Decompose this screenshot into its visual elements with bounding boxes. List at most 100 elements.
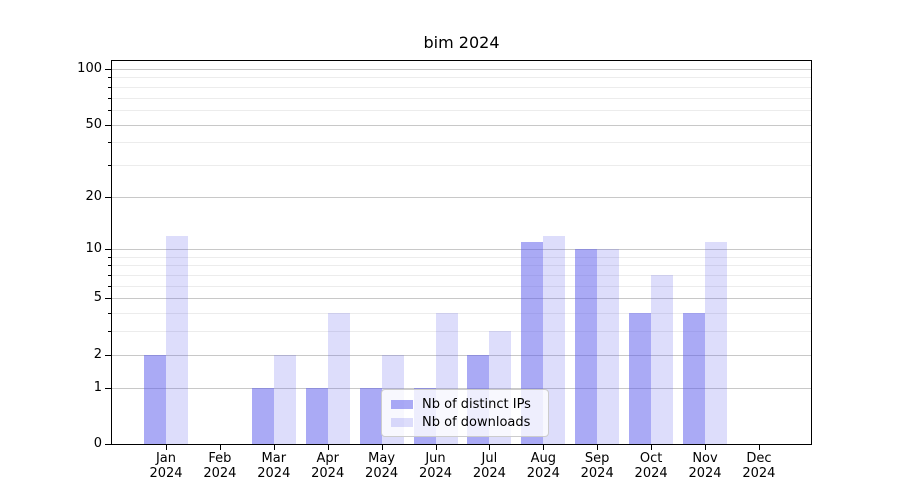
x-tick-nov-2024 xyxy=(705,445,706,450)
bar-downloads-mar-2024 xyxy=(273,354,296,444)
y-tick-label-1: 1 xyxy=(93,379,102,395)
bar-downloads-jan-2024 xyxy=(166,235,188,444)
x-tick-label-sep-2024: Sep 2024 xyxy=(566,451,628,481)
x-tick-label-line: 2024 xyxy=(365,466,399,481)
y-minor-tick-9 xyxy=(108,256,111,258)
gridline-y-minor-9 xyxy=(112,256,811,258)
x-tick-label-line: 2024 xyxy=(580,466,614,481)
gridline-y-minor-8 xyxy=(112,265,811,267)
x-tick-label-line: 2024 xyxy=(149,466,183,481)
bar-distinct-ips-nov-2024 xyxy=(683,313,705,444)
y-minor-tick-90 xyxy=(108,77,111,79)
gridline-y-2 xyxy=(112,354,811,356)
y-tick-0 xyxy=(105,444,111,445)
x-tick-label-oct-2024: Oct 2024 xyxy=(620,451,682,481)
gridline-y-minor-4 xyxy=(112,313,811,315)
x-tick-label-jan-2024: Jan 2024 xyxy=(135,451,197,481)
x-tick-label-line: Mar xyxy=(261,451,287,466)
x-tick-label-jul-2024: Jul 2024 xyxy=(458,451,520,481)
legend-label-distinct-ips: Nb of distinct IPs xyxy=(422,396,531,412)
y-tick-label-20: 20 xyxy=(85,188,102,204)
x-tick-apr-2024 xyxy=(327,445,329,450)
gridline-y-minor-60 xyxy=(112,109,811,111)
x-tick-jul-2024 xyxy=(489,445,491,450)
x-tick-label-mar-2024: Mar 2024 xyxy=(243,451,305,481)
y-tick-5 xyxy=(105,298,111,300)
plot-area: Nb of distinct IPs Nb of downloads xyxy=(111,60,812,445)
gridline-y-5 xyxy=(112,298,811,300)
x-tick-label-line: 2024 xyxy=(472,466,506,481)
x-tick-label-line: 2024 xyxy=(257,466,291,481)
x-tick-label-dec-2024: Dec 2024 xyxy=(728,451,790,481)
y-tick-20 xyxy=(105,196,111,198)
legend-label-downloads: Nb of downloads xyxy=(422,414,531,430)
gridline-y-10 xyxy=(112,249,811,251)
bar-distinct-ips-apr-2024 xyxy=(305,387,328,444)
gridline-y-minor-6 xyxy=(112,285,811,287)
gridline-y-minor-80 xyxy=(112,86,811,88)
x-tick-dec-2024 xyxy=(758,445,760,450)
gridline-y-minor-40 xyxy=(112,142,811,144)
bar-downloads-oct-2024 xyxy=(651,275,674,444)
x-tick-label-line: Sep xyxy=(584,451,610,466)
bar-downloads-apr-2024 xyxy=(327,313,350,444)
x-tick-may-2024 xyxy=(381,445,383,450)
y-minor-tick-40 xyxy=(108,142,111,144)
x-tick-mar-2024 xyxy=(273,445,275,450)
x-tick-label-feb-2024: Feb 2024 xyxy=(189,451,251,481)
bar-downloads-sep-2024 xyxy=(597,249,620,444)
gridline-y-minor-70 xyxy=(112,97,811,99)
bar-distinct-ips-may-2024 xyxy=(359,387,382,444)
y-tick-100 xyxy=(105,68,111,70)
x-tick-label-line: 2024 xyxy=(311,466,345,481)
x-tick-label-may-2024: May 2024 xyxy=(351,451,413,481)
y-tick-label-2: 2 xyxy=(93,346,102,362)
x-tick-label-nov-2024: Nov 2024 xyxy=(674,451,736,481)
bar-distinct-ips-sep-2024 xyxy=(575,249,598,444)
bar-distinct-ips-oct-2024 xyxy=(629,313,652,444)
y-tick-label-50: 50 xyxy=(85,116,102,132)
y-tick-10 xyxy=(105,249,111,251)
gridline-y-20 xyxy=(112,196,811,198)
x-tick-oct-2024 xyxy=(651,445,653,450)
gridline-y-minor-7 xyxy=(112,275,811,277)
x-tick-sep-2024 xyxy=(597,445,599,450)
x-tick-jun-2024 xyxy=(435,445,437,450)
y-minor-tick-8 xyxy=(108,265,111,267)
legend-item-distinct-ips: Nb of distinct IPs xyxy=(391,397,539,412)
gridline-y-100 xyxy=(112,68,811,70)
x-tick-label-line: Jun xyxy=(425,451,446,466)
gridline-y-50 xyxy=(112,124,811,126)
y-minor-tick-80 xyxy=(108,86,111,88)
legend-swatch-downloads xyxy=(391,417,413,427)
x-tick-label-line: 2024 xyxy=(203,466,237,481)
x-tick-label-line: Apr xyxy=(316,451,339,466)
x-tick-label-line: Jul xyxy=(481,451,498,466)
x-tick-label-aug-2024: Aug 2024 xyxy=(512,451,574,481)
gridline-y-minor-3 xyxy=(112,331,811,333)
x-tick-label-jun-2024: Jun 2024 xyxy=(405,451,467,481)
y-tick-label-100: 100 xyxy=(77,60,102,76)
x-tick-label-line: Nov xyxy=(692,451,718,466)
x-tick-label-line: May xyxy=(368,451,396,466)
x-tick-label-line: 2024 xyxy=(742,466,776,481)
x-tick-label-line: 2024 xyxy=(688,466,722,481)
y-minor-tick-3 xyxy=(108,331,111,333)
y-tick-1 xyxy=(105,387,111,389)
chart-title: bim 2024 xyxy=(423,33,500,52)
y-minor-tick-30 xyxy=(108,164,111,166)
y-tick-50 xyxy=(105,124,111,126)
bar-distinct-ips-mar-2024 xyxy=(251,387,274,444)
gridline-y-1 xyxy=(112,387,811,389)
x-tick-label-line: Dec xyxy=(746,451,772,466)
x-tick-label-line: 2024 xyxy=(526,466,560,481)
legend-item-downloads: Nb of downloads xyxy=(391,415,539,430)
y-minor-tick-70 xyxy=(108,97,111,99)
x-tick-label-line: Aug xyxy=(530,451,556,466)
y-minor-tick-7 xyxy=(108,275,111,277)
x-tick-feb-2024 xyxy=(219,445,221,450)
x-tick-label-line: Jan xyxy=(155,451,177,466)
y-tick-2 xyxy=(105,354,111,356)
x-tick-label-line: 2024 xyxy=(418,466,453,481)
